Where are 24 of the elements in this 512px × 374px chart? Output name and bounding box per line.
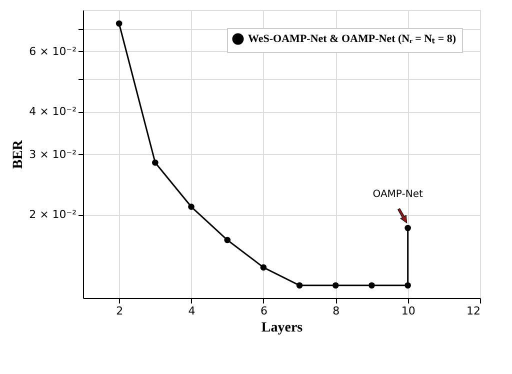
point bbox=[224, 236, 231, 244]
x-tick-label: 6 bbox=[260, 304, 268, 318]
point bbox=[368, 282, 375, 289]
annotation: OAMP-Net bbox=[372, 189, 423, 200]
x-tick-label: 10 bbox=[401, 304, 416, 318]
x-tick-label: 8 bbox=[332, 304, 340, 318]
point bbox=[404, 282, 411, 289]
y-tick-label: 3 × 10⁻² bbox=[29, 148, 76, 161]
x-tick-label: 4 bbox=[188, 304, 196, 318]
y-tick-label: 6 × 10⁻² bbox=[29, 44, 76, 58]
point bbox=[188, 204, 194, 210]
point bbox=[152, 159, 158, 166]
x-tick-label: 2 bbox=[116, 304, 124, 318]
point bbox=[116, 20, 122, 27]
x-tick-label: 12 bbox=[466, 304, 480, 318]
y-tick-label: 4 × 10⁻² bbox=[29, 105, 76, 118]
point bbox=[404, 224, 411, 232]
point bbox=[260, 264, 267, 271]
x-axis-title: Layers bbox=[261, 320, 304, 336]
point bbox=[332, 282, 339, 289]
y-axis-title: BER bbox=[11, 139, 26, 169]
y-tick-label: 2 × 10⁻² bbox=[29, 208, 76, 222]
point bbox=[296, 282, 303, 289]
legend-label: WeS-OAMP-Net & OAMP-Net (Nᵣ = Nₜ = 8) bbox=[248, 33, 456, 45]
